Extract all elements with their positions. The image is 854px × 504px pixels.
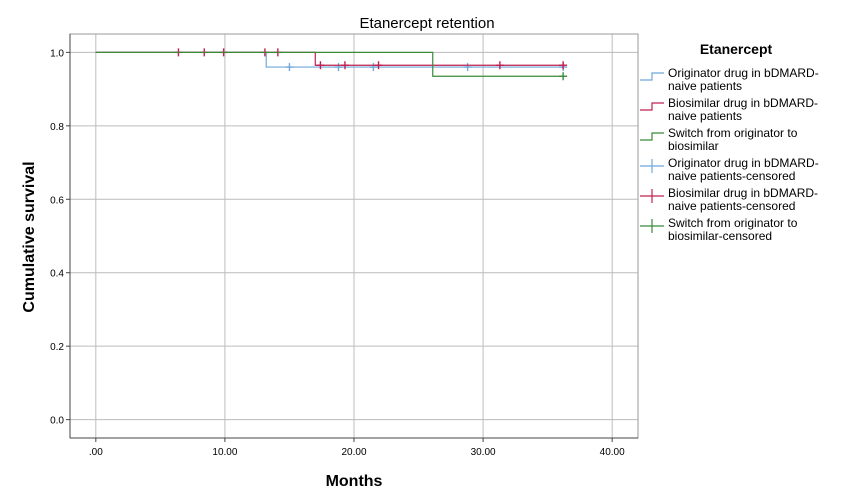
x-tick-label: 40.00: [600, 447, 625, 458]
legend-swatch: [640, 102, 664, 111]
x-tick-label: .00: [89, 447, 103, 458]
legend-label: Biosimilar drug in bDMARD-: [668, 186, 818, 200]
censor-mark-1: [316, 61, 325, 70]
legend-items: Originator drug in bDMARD-naive patients…: [640, 66, 819, 243]
series-line-2: [95, 51, 564, 77]
censor-mark-1: [495, 61, 504, 70]
censor-mark-2: [559, 72, 568, 81]
y-axis-label: Cumulative survival: [21, 161, 38, 312]
censor-mark-0: [334, 63, 343, 72]
x-tick-label: 10.00: [212, 447, 237, 458]
legend-label: naive patients-censored: [668, 199, 795, 213]
censor-mark-0: [369, 63, 378, 72]
legend-swatch: [640, 72, 664, 81]
legend-title: Etanercept: [700, 41, 773, 57]
legend-swatch: [640, 132, 664, 141]
y-tick-label: 0.2: [50, 342, 64, 353]
x-tick-label: 20.00: [341, 447, 366, 458]
legend-label: naive patients: [668, 79, 742, 93]
x-tick-label: 30.00: [471, 447, 496, 458]
legend-item-censored-1: Biosimilar drug in bDMARD-naive patients…: [640, 186, 818, 213]
grid-layer: [70, 34, 638, 438]
legend-item-1: Biosimilar drug in bDMARD-naive patients: [640, 96, 818, 123]
legend-label: Originator drug in bDMARD-: [668, 66, 819, 80]
legend-label: Switch from originator to: [668, 216, 798, 230]
series-layer: [95, 48, 568, 81]
legend-item-censored-2: Switch from originator tobiosimilar-cens…: [640, 216, 798, 243]
censor-mark-1: [374, 61, 383, 70]
axes-layer: .00 10.00 20.00 30.00 40.00 0.0 0.2 0.4 0.6 0.8 1.…: [50, 34, 638, 458]
legend-label: naive patients: [668, 109, 742, 123]
legend-label: Switch from originator to: [668, 126, 798, 140]
legend-swatch: [640, 219, 664, 233]
censor-mark-0: [463, 63, 472, 72]
legend-item-censored-0: Originator drug in bDMARD-naive patients…: [640, 156, 819, 183]
y-tick-label: 0.0: [50, 416, 64, 427]
legend-label: naive patients-censored: [668, 169, 795, 183]
y-tick-label: 0.8: [50, 122, 64, 133]
y-tick-label: 0.6: [50, 195, 64, 206]
legend-swatch: [640, 159, 664, 173]
censor-mark-0: [285, 63, 294, 72]
y-tick-label: 1.0: [50, 48, 64, 59]
legend-label: Biosimilar drug in bDMARD-: [668, 96, 818, 110]
legend-label: biosimilar: [668, 139, 719, 153]
y-tick-label: 0.4: [50, 269, 64, 280]
legend-label: biosimilar-censored: [668, 229, 772, 243]
censor-mark-1: [559, 61, 568, 70]
series-line-1: [95, 51, 564, 66]
censor-mark-1: [340, 61, 349, 70]
legend-item-0: Originator drug in bDMARD-naive patients: [640, 66, 819, 93]
legend-swatch: [640, 189, 664, 203]
legend: Etanercept Originator drug in bDMARD-nai…: [640, 41, 819, 243]
x-axis-label: Months: [326, 473, 383, 490]
chart-title: Etanercept retention: [359, 15, 494, 32]
legend-label: Originator drug in bDMARD-: [668, 156, 819, 170]
